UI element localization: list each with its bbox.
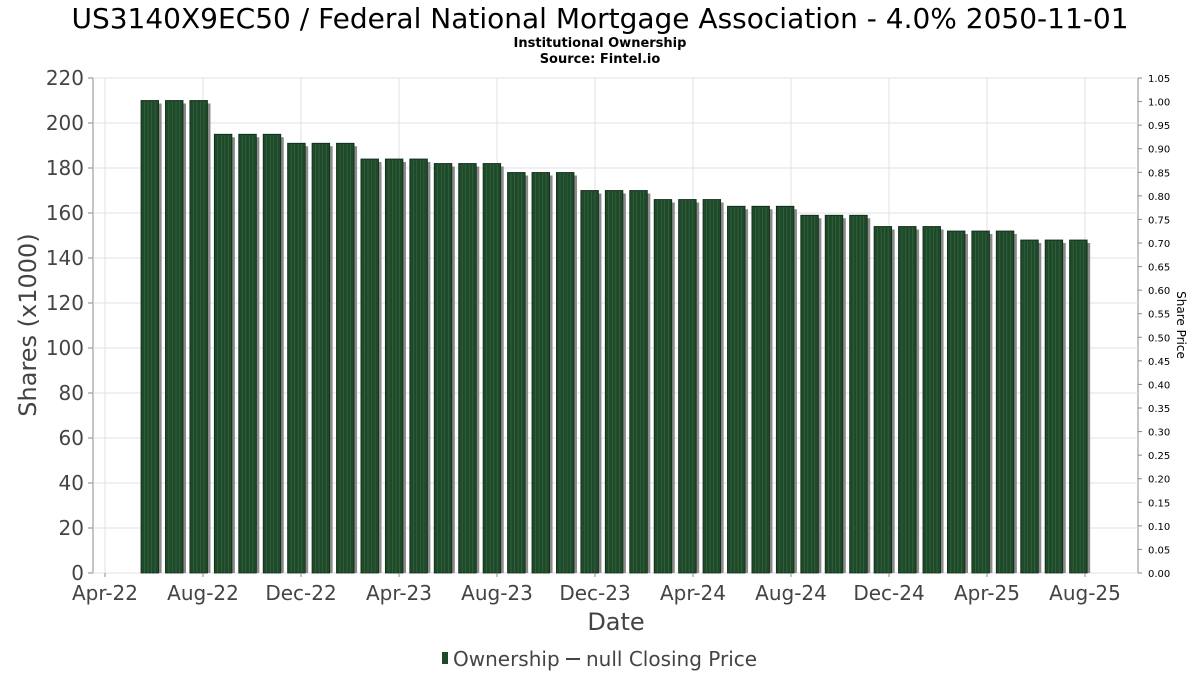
right-tick-label: 0.95	[1148, 121, 1170, 132]
bar-ownership	[824, 214, 844, 574]
bar-ownership	[653, 199, 673, 574]
bar-ownership	[311, 142, 331, 574]
bar-ownership	[458, 163, 477, 574]
right-axis-ticks: 0.00 0.05 0.10 0.15 0.20 0.25 0.30 0.35 0.40 0.45…	[1138, 74, 1170, 580]
x-tick-label: Aug-24	[755, 581, 827, 605]
right-tick-label: 0.45	[1148, 357, 1170, 368]
right-tick-label: 0.35	[1148, 404, 1170, 415]
x-axis-ticks: Apr-22 Aug-22 Dec-22 Apr-23 Aug-23 Dec-23 Apr-…	[72, 573, 1121, 605]
x-tick-label: Apr-23	[366, 581, 432, 605]
right-tick-label: 0.25	[1148, 451, 1170, 462]
bar-ownership	[629, 190, 648, 574]
legend-ownership-label: Ownership	[453, 647, 560, 671]
y-tick-label: 80	[59, 381, 84, 405]
right-tick-label: 0.15	[1148, 498, 1170, 509]
bar-ownership	[1044, 239, 1064, 574]
bar-ownership	[213, 133, 233, 574]
x-tick-label: Aug-23	[461, 581, 533, 605]
chart-subtitle-ownership: Institutional Ownership	[514, 36, 687, 51]
bar-ownership	[433, 163, 453, 574]
bar-ownership	[189, 100, 208, 574]
bar-ownership	[507, 172, 526, 574]
x-tick-label: Aug-22	[167, 581, 239, 605]
bar-ownership	[238, 133, 257, 574]
bar-ownership	[751, 205, 770, 574]
x-tick-label: Apr-25	[954, 581, 1020, 605]
bar-ownership	[678, 199, 697, 574]
bar-ownership	[482, 163, 502, 574]
y-tick-label: 200	[46, 111, 84, 135]
left-axis-ticks: 0 20 40 60 80 100 120 140 160 180 200 220	[46, 66, 93, 585]
bar-ownership	[140, 100, 159, 574]
bar-ownership	[775, 205, 795, 574]
right-tick-label: 1.05	[1148, 74, 1170, 85]
x-axis-label: Date	[587, 608, 644, 636]
y-tick-label: 0	[71, 561, 84, 585]
y-tick-label: 100	[46, 336, 84, 360]
right-tick-label: 1.00	[1148, 98, 1170, 109]
right-tick-label: 0.30	[1148, 428, 1170, 439]
x-tick-label: Dec-22	[265, 581, 336, 605]
chart-title: US3140X9EC50 / Federal National Mortgage…	[71, 2, 1128, 35]
bar-ownership	[1020, 239, 1039, 574]
chart-subtitle-source: Source: Fintel.io	[540, 52, 661, 67]
bar-ownership	[556, 172, 575, 574]
bar-ownership	[604, 190, 624, 574]
right-tick-label: 0.60	[1148, 286, 1170, 297]
right-tick-label: 0.00	[1148, 569, 1170, 580]
right-tick-label: 0.80	[1148, 192, 1170, 203]
bar-ownership	[727, 205, 746, 574]
bar-ownership	[1069, 239, 1088, 574]
y-tick-label: 40	[59, 471, 84, 495]
right-tick-label: 0.20	[1148, 475, 1170, 486]
bar-ownership	[165, 100, 184, 574]
y-tick-label: 60	[59, 426, 84, 450]
bar-ownership	[384, 158, 404, 574]
y-axis-right-label: Share Price	[1174, 291, 1188, 359]
bar-ownership	[531, 172, 550, 574]
bar-ownership	[946, 230, 966, 574]
right-tick-label: 0.65	[1148, 263, 1170, 274]
right-tick-label: 0.85	[1148, 168, 1170, 179]
bar-series-ownership	[140, 100, 1091, 574]
x-tick-label: Aug-25	[1049, 581, 1121, 605]
bar-ownership	[360, 158, 379, 574]
x-tick-label: Dec-24	[853, 581, 924, 605]
right-tick-label: 0.10	[1148, 522, 1170, 533]
bar-ownership	[580, 190, 599, 574]
legend-ownership-swatch	[442, 652, 448, 664]
bar-ownership	[409, 158, 428, 574]
right-tick-label: 0.75	[1148, 215, 1170, 226]
bar-ownership	[971, 230, 990, 574]
bar-ownership	[922, 226, 941, 574]
bar-ownership	[873, 226, 893, 574]
y-tick-label: 160	[46, 201, 84, 225]
bar-ownership	[898, 226, 917, 574]
right-tick-label: 0.90	[1148, 145, 1170, 156]
bar-ownership	[702, 199, 722, 574]
y-tick-label: 20	[59, 516, 84, 540]
right-tick-label: 0.70	[1148, 239, 1170, 250]
y-axis-label: Shares (x1000)	[14, 233, 42, 416]
right-tick-label: 0.40	[1148, 380, 1170, 391]
bar-ownership	[800, 214, 819, 574]
legend: Ownership null Closing Price	[442, 647, 757, 671]
y-tick-label: 180	[46, 156, 84, 180]
right-tick-label: 0.05	[1148, 545, 1170, 556]
legend-price-label: null Closing Price	[586, 647, 757, 671]
bar-ownership	[849, 214, 868, 574]
right-tick-label: 0.50	[1148, 333, 1170, 344]
bar-ownership	[995, 230, 1015, 574]
y-tick-label: 220	[46, 66, 84, 90]
right-tick-label: 0.55	[1148, 310, 1170, 321]
x-tick-label: Dec-23	[559, 581, 630, 605]
bar-ownership	[262, 133, 282, 574]
bar-ownership	[336, 142, 355, 574]
x-tick-label: Apr-24	[660, 581, 726, 605]
x-tick-label: Apr-22	[72, 581, 138, 605]
y-tick-label: 120	[46, 291, 84, 315]
y-tick-label: 140	[46, 246, 84, 270]
bar-ownership	[287, 142, 306, 574]
